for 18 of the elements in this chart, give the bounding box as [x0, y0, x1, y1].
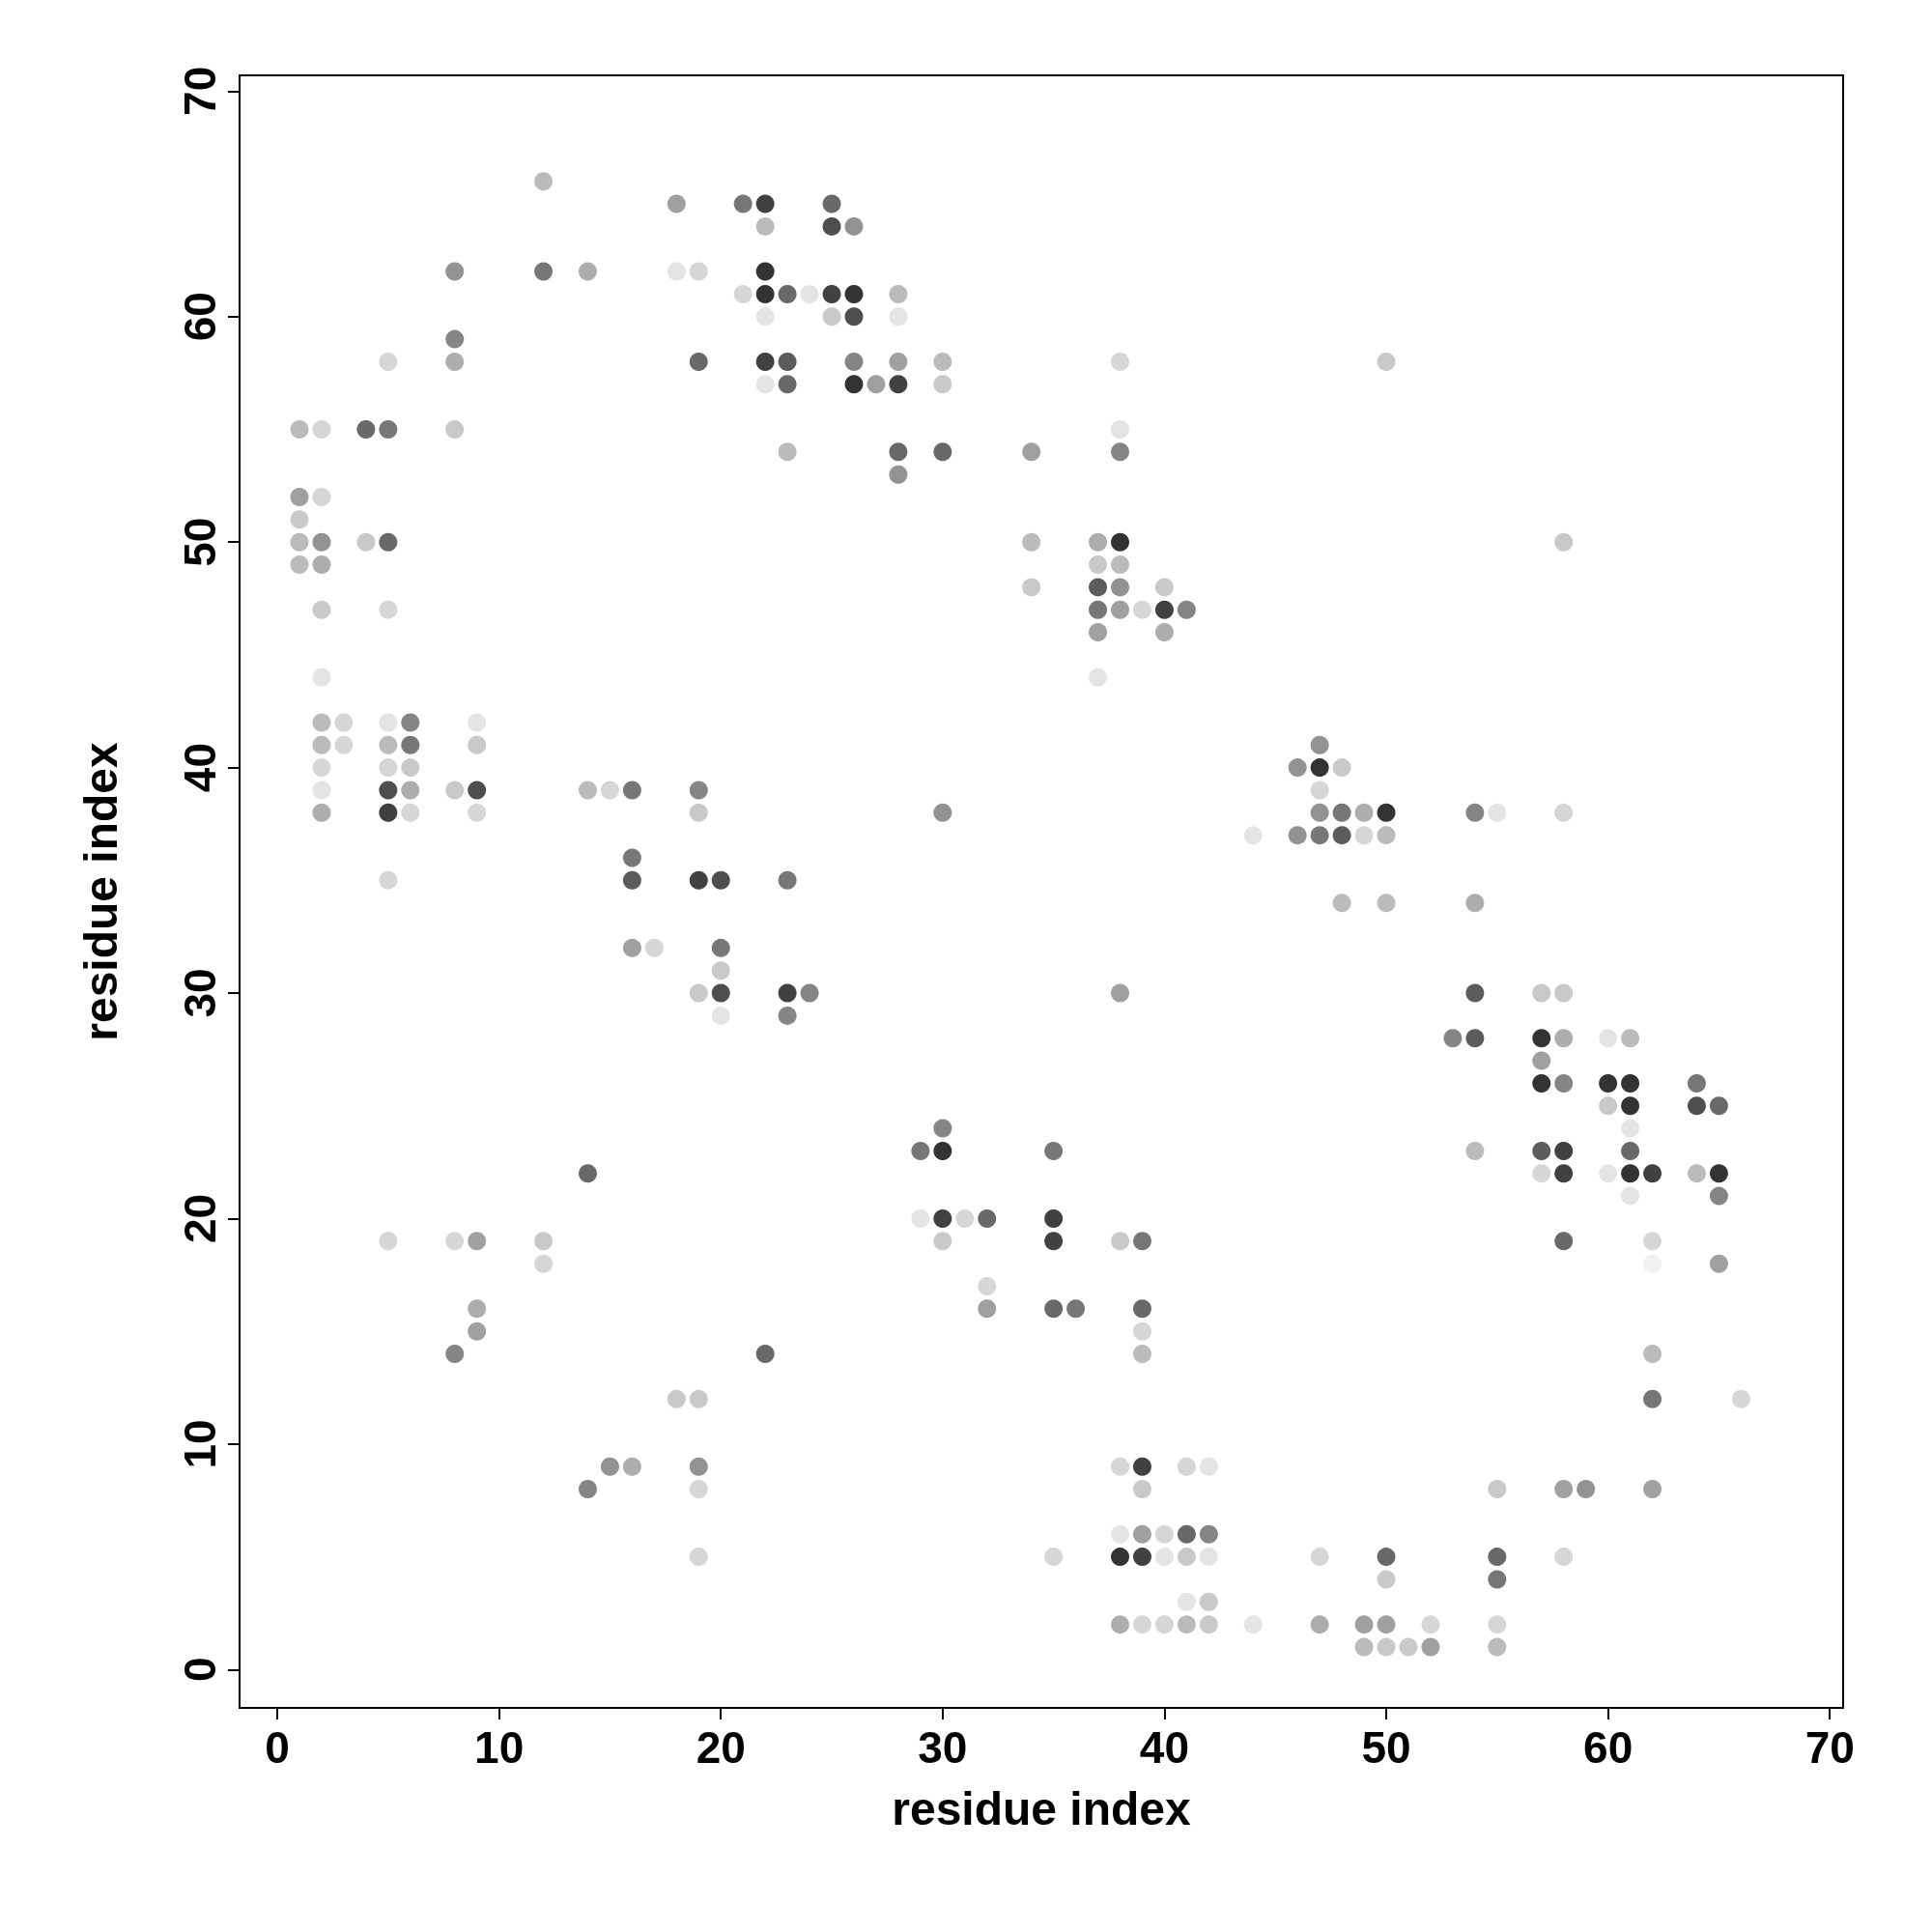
x-axis-title: residue index	[892, 1782, 1192, 1834]
y-tick-label: 0	[175, 1657, 225, 1683]
y-axis-title: residue index	[74, 741, 127, 1041]
x-tick-label: 0	[265, 1722, 290, 1773]
y-tick-label: 40	[175, 743, 225, 793]
x-tick-label: 50	[1361, 1722, 1411, 1773]
x-tick-label: 60	[1583, 1722, 1634, 1773]
x-tick-label: 40	[1139, 1722, 1190, 1773]
y-tick-label: 50	[175, 517, 225, 567]
y-tick-label: 60	[175, 292, 225, 342]
x-tick-label: 30	[918, 1722, 968, 1773]
x-tick-label: 10	[474, 1722, 525, 1773]
y-tick-label: 20	[175, 1193, 225, 1244]
y-tick-label: 10	[175, 1419, 225, 1469]
y-tick-label: 30	[175, 968, 225, 1018]
y-tick-label: 70	[175, 66, 225, 116]
x-tick-label: 20	[696, 1722, 746, 1773]
x-tick-label: 70	[1804, 1722, 1855, 1773]
